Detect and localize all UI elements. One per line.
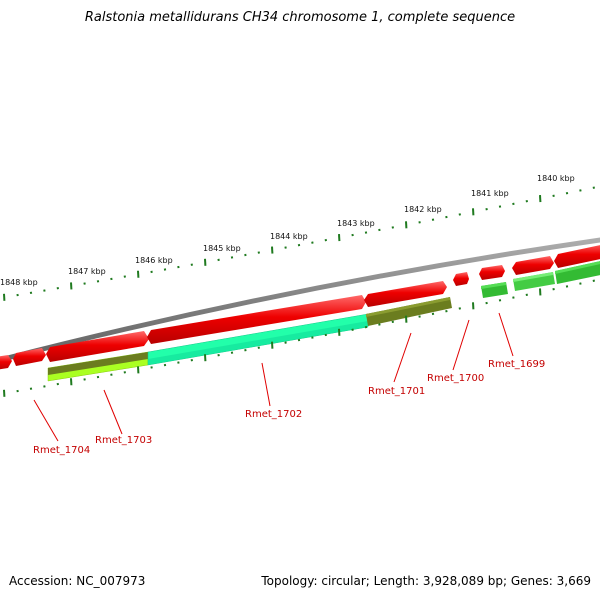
kbp-scale-ticks	[3, 186, 595, 301]
gene-arrow	[0, 355, 12, 370]
kbp-label-1848: 1848 kbp	[0, 278, 38, 287]
gene-label-rmet-1701: Rmet_1701	[368, 386, 425, 397]
gene-label-rmet-1700: Rmet_1700	[427, 373, 484, 384]
chromosome-backbone	[0, 237, 600, 363]
map-title: Ralstonia metallidurans CH34 chromosome …	[84, 10, 516, 25]
gene-block-overlap	[48, 352, 148, 375]
gene-arrow	[479, 265, 505, 280]
reverse-strand-genes	[47, 261, 600, 382]
gene-label-rmet-1703: Rmet_1703	[95, 435, 152, 446]
gene-block-rmet-1701	[366, 297, 452, 326]
callout-line-rmet-1704	[33, 399, 59, 442]
gene-label-rmet-1702: Rmet_1702	[245, 409, 302, 420]
kbp-label-1840: 1840 kbp	[537, 174, 575, 183]
kbp-label-1843: 1843 kbp	[337, 219, 375, 228]
gene-arrow	[554, 245, 600, 268]
gene-block-highlight	[481, 282, 506, 289]
callout-line-rmet-1703	[103, 389, 123, 435]
accession-label: Accession: NC_007973	[9, 574, 146, 588]
kbp-label-1842: 1842 kbp	[404, 205, 442, 214]
kbp-label-1844: 1844 kbp	[270, 232, 308, 241]
gene-block-green	[513, 272, 555, 291]
gene-block-highlight	[366, 297, 450, 317]
gene-label-rmet-1704: Rmet_1704	[33, 445, 90, 456]
gene-arrow	[13, 348, 46, 366]
callout-line-rmet-1701	[393, 332, 412, 383]
kbp-label-1845: 1845 kbp	[203, 244, 241, 253]
gene-arrow	[512, 256, 554, 275]
callout-line-rmet-1700	[452, 319, 470, 371]
gene-block-green	[555, 261, 600, 284]
gene-arrow	[46, 331, 149, 362]
kbp-label-1847: 1847 kbp	[68, 267, 106, 276]
gene-arrow	[453, 272, 469, 286]
gene-block-highlight	[513, 272, 553, 282]
gene-label-rmet-1699: Rmet_1699	[488, 359, 545, 370]
inner-scale-ticks	[3, 279, 595, 397]
gene-arrow	[364, 281, 447, 307]
kbp-label-1841: 1841 kbp	[471, 189, 509, 198]
callout-lines	[33, 312, 514, 442]
gene-block-shade	[148, 321, 368, 365]
forward-strand-genes	[0, 245, 600, 370]
kbp-label-1846: 1846 kbp	[135, 256, 173, 265]
topology-label: Topology: circular; Length: 3,928,089 bp…	[261, 574, 591, 588]
gene-arrow	[147, 295, 366, 344]
callout-line-rmet-1699	[498, 312, 514, 357]
gene-block-highlight	[555, 261, 600, 274]
callout-line-rmet-1702	[261, 362, 271, 407]
